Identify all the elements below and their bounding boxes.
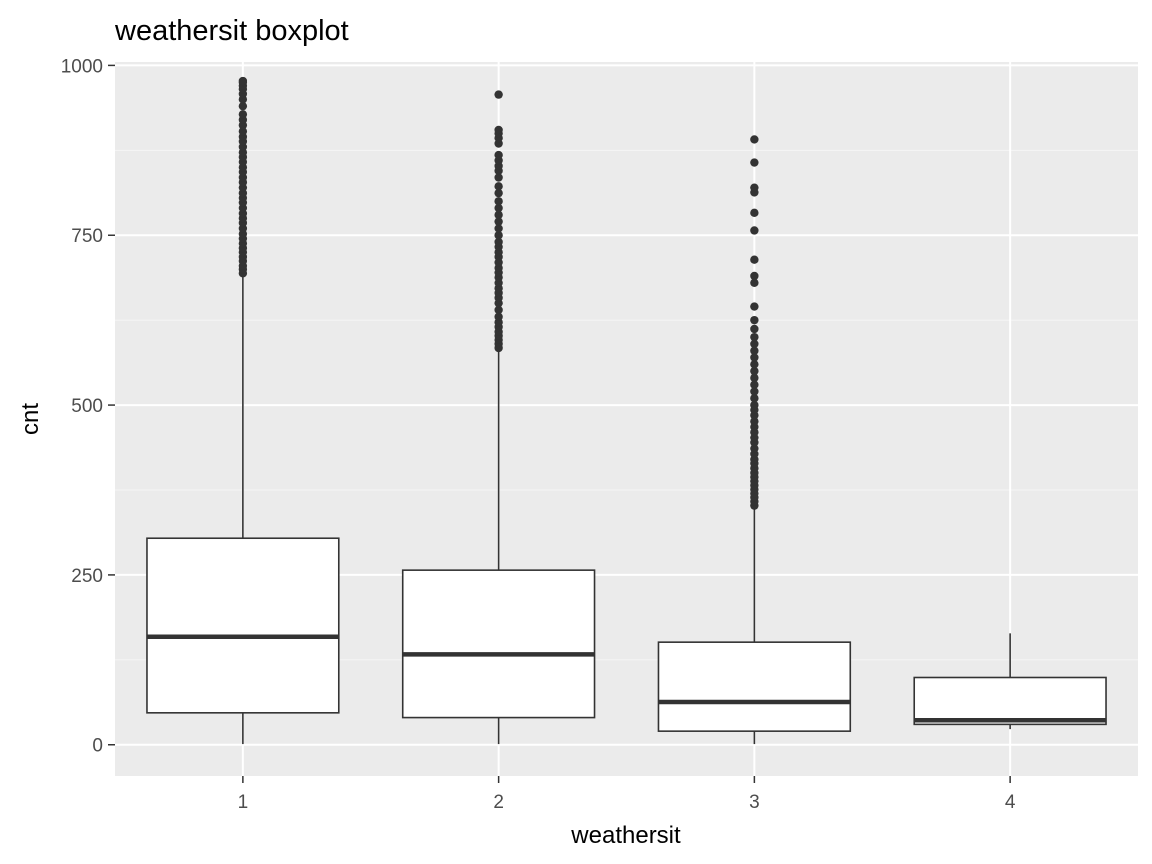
x-axis-title: weathersit [570,822,681,849]
box [913,676,1107,726]
outlier-point [238,127,248,136]
y-axis: 0 250 500 750 1000 [61,56,115,757]
outlier-point [238,76,248,86]
outlier-point [494,173,503,182]
outlier-point [238,110,248,119]
outlier-point [750,302,759,311]
y-tick-label: 250 [71,566,103,587]
outlier-point [750,360,759,369]
box-group-3 [657,135,852,745]
outlier-point [750,400,759,410]
outlier-point [494,150,503,160]
outlier-point [750,183,759,192]
outlier-point [750,278,759,287]
outlier-point [750,346,759,355]
box-group-2 [401,90,596,745]
box [401,569,596,719]
y-tick-label: 750 [71,226,103,247]
outlier-point [750,135,759,144]
x-tick-label: 4 [1005,792,1016,813]
outlier-point [750,208,759,218]
outlier-point [750,324,759,334]
box-group-1 [146,76,340,745]
y-axis-title: cnt [17,403,44,435]
outlier-point [494,182,503,191]
box [146,537,340,714]
outlier-point [494,125,503,135]
outlier-point [750,271,759,281]
x-tick-label: 3 [749,792,760,813]
chart-title: weathersit boxplot [114,15,349,47]
x-tick-label: 2 [493,792,504,813]
outlier-point [750,394,759,403]
outlier-point [750,255,759,264]
outlier-point [750,353,759,362]
outlier-point [494,224,503,233]
y-tick-label: 1000 [61,56,103,77]
outlier-point [238,101,248,111]
outlier-point [750,158,759,167]
outlier-point [750,226,759,235]
outlier-point [494,197,503,206]
outlier-point [750,373,759,383]
y-tick-label: 500 [71,396,103,417]
outlier-point [494,312,503,321]
box-group-4 [913,633,1107,730]
outlier-point [494,203,503,213]
outlier-point [750,417,759,426]
box [657,641,852,732]
outlier-point [750,444,759,453]
boxes-layer [146,76,1107,745]
outlier-point [494,210,503,220]
x-axis: 1 2 3 4 [238,776,1016,813]
outlier-point [750,332,759,342]
outlier-point [494,305,503,315]
outlier-point [750,387,759,396]
outlier-point [494,237,503,247]
outlier-point [494,188,503,198]
outlier-point [494,217,503,226]
outlier-point [494,90,503,99]
outlier-point [494,231,503,240]
outlier-point [750,380,759,389]
outlier-point [750,366,759,376]
outlier-point [750,339,759,349]
y-tick-label: 0 [92,736,103,757]
outlier-point [750,315,759,325]
x-tick-label: 1 [238,792,249,813]
